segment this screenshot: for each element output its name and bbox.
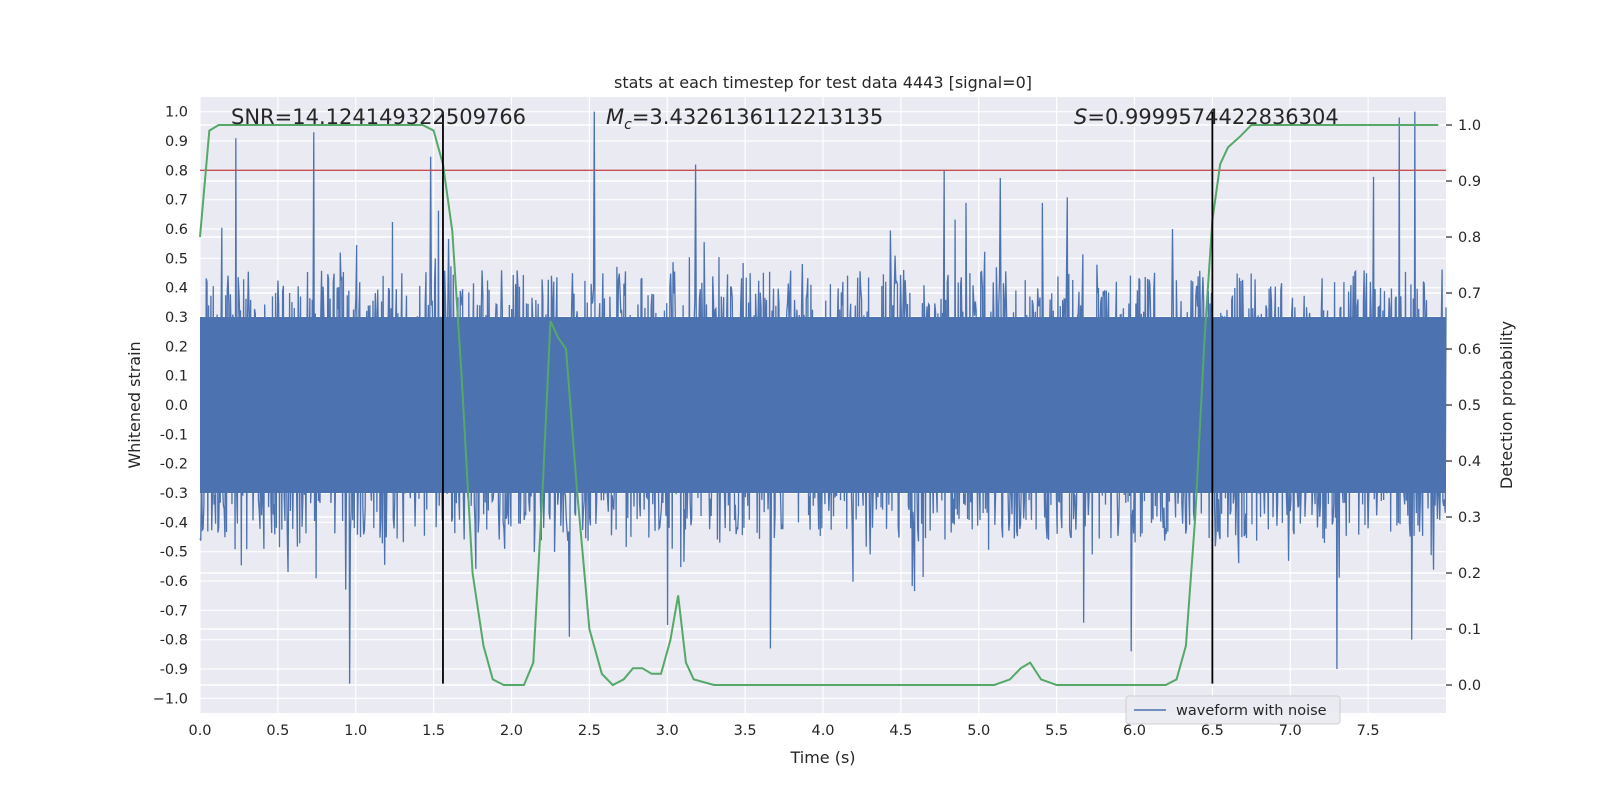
y-right-tick-label: 0.4 [1458, 454, 1481, 470]
x-tick-label: 3.5 [734, 723, 757, 739]
y-left-tick-label: -0.4 [160, 515, 188, 531]
x-tick-label: 7.5 [1357, 723, 1380, 739]
y-right-tick-label: 0.0 [1458, 678, 1481, 694]
y-left-tick-label: -0.3 [160, 486, 188, 502]
y-right-tick-label: 1.0 [1458, 118, 1481, 134]
mc-subscript: c [624, 117, 632, 133]
x-tick-label: 5.0 [967, 723, 990, 739]
legend-box [1125, 695, 1341, 725]
y-right-axis-ticks: 1.0 0.9 0.8 0.7 0.6 0.5 0.4 0.3 0.2 0.1 0.0 [1446, 118, 1481, 694]
y-left-tick-label: 0.6 [165, 222, 188, 238]
chart-title: stats at each timestep for test data 444… [614, 73, 1032, 92]
y-right-tick-label: 0.7 [1458, 286, 1481, 302]
snr-annotation: SNR=14.124149322509766 [231, 105, 526, 129]
y-left-tick-label: 0.2 [165, 339, 188, 355]
y-left-tick-label: -0.6 [160, 574, 188, 590]
y-left-tick-label: 0.9 [165, 134, 188, 150]
legend-label: waveform with noise [1176, 703, 1327, 719]
y-right-tick-label: 0.3 [1458, 510, 1481, 526]
y-left-tick-label: -0.1 [160, 427, 188, 443]
y-left-axis-label: Whitened strain [125, 341, 144, 468]
mc-symbol: M [606, 105, 624, 129]
x-tick-label: 0.0 [188, 723, 211, 739]
probability-line [199, 124, 1439, 687]
x-tick-label: 0.5 [266, 723, 289, 739]
y-left-tick-label: -0.7 [160, 603, 188, 619]
y-right-tick-label: 0.1 [1458, 622, 1481, 638]
chirp-mass-annotation: Mc=3.4326136112213135 [606, 105, 883, 133]
x-tick-label: 5.5 [1045, 723, 1068, 739]
y-left-tick-label: 0.5 [165, 251, 188, 267]
probability-series [199, 124, 1439, 687]
x-tick-label: 6.0 [1123, 723, 1146, 739]
s-value: =0.9999574422836304 [1087, 105, 1338, 129]
mc-value: =3.4326136112213135 [632, 105, 883, 129]
x-tick-label: 4.0 [811, 723, 834, 739]
x-tick-label: 1.0 [344, 723, 367, 739]
x-axis-ticks: 0.0 0.5 1.0 1.5 2.0 2.5 3.0 3.5 4.0 4.5 5.0 5.5 6.0 6… [188, 723, 1379, 739]
y-left-tick-label: 0.1 [165, 369, 188, 385]
y-left-tick-label: 1.0 [165, 105, 188, 121]
y-left-tick-label: 0.4 [165, 281, 188, 297]
y-right-tick-label: 0.8 [1458, 230, 1481, 246]
y-right-tick-label: 0.9 [1458, 174, 1481, 190]
y-right-tick-label: 0.2 [1458, 566, 1481, 582]
y-left-tick-label: -0.9 [160, 662, 188, 678]
x-tick-label: 2.0 [500, 723, 523, 739]
y-left-axis-ticks: 1.0 0.9 0.8 0.7 0.6 0.5 0.4 0.3 0.2 0.1 0.0 -0.1 -0.… [153, 105, 188, 708]
y-left-tick-label: -0.8 [160, 633, 188, 649]
y-left-tick-label: 0.7 [165, 193, 188, 209]
legend: waveform with noise [1125, 695, 1341, 725]
x-tick-label: 6.5 [1201, 723, 1224, 739]
x-tick-label: 7.0 [1279, 723, 1302, 739]
x-tick-label: 1.5 [422, 723, 445, 739]
y-right-tick-label: 0.5 [1458, 398, 1481, 414]
waveform-series [199, 111, 1447, 684]
x-tick-label: 3.0 [656, 723, 679, 739]
waveform-line [199, 111, 1447, 684]
y-right-tick-label: 0.6 [1458, 342, 1481, 358]
marker-lines [442, 111, 1214, 684]
y-left-tick-label: -0.5 [160, 545, 188, 561]
x-tick-label: 4.5 [889, 723, 912, 739]
y-left-tick-label: 0.8 [165, 163, 188, 179]
y-left-tick-label: −1.0 [153, 691, 188, 707]
x-tick-label: 2.5 [578, 723, 601, 739]
s-symbol: S [1074, 105, 1087, 129]
x-axis-label: Time (s) [789, 748, 855, 767]
y-left-tick-label: 0.0 [165, 398, 188, 414]
score-annotation: S=0.9999574422836304 [1074, 105, 1339, 129]
y-right-axis-label: Detection probability [1497, 321, 1516, 489]
y-left-tick-label: -0.2 [160, 457, 188, 473]
y-left-tick-label: 0.3 [165, 310, 188, 326]
